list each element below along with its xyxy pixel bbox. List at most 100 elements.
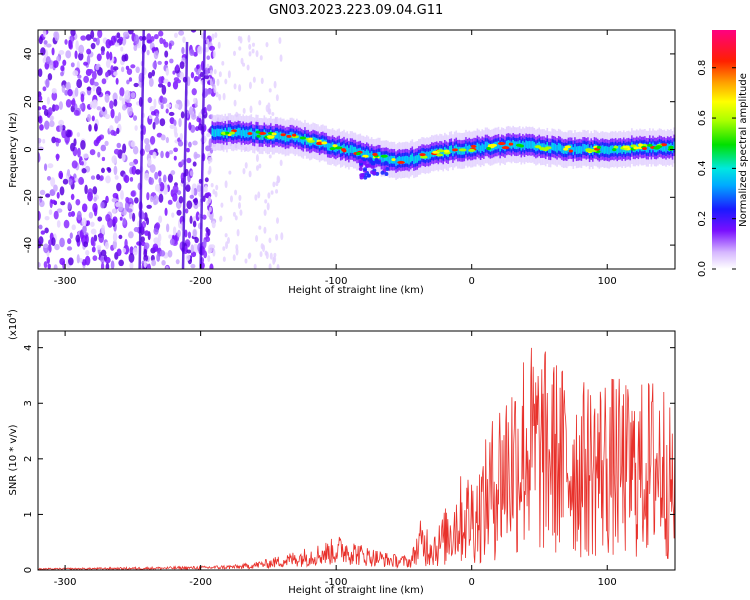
spectrogram-speckle — [68, 211, 72, 217]
snr-y-tick-label: 2 — [23, 456, 34, 462]
spectrogram-speckle — [157, 170, 162, 177]
spectrogram-ridge-core — [380, 154, 383, 163]
spectrogram-speckle — [186, 76, 191, 87]
spectrogram-hotspot — [266, 135, 275, 139]
spectrogram-ridge-core — [569, 144, 571, 152]
spectrogram-ridge-core — [240, 130, 243, 138]
spectrogram-faint-speckle — [233, 83, 237, 90]
spectrogram-speckle — [159, 118, 166, 127]
spectrogram-faint-speckle — [258, 100, 262, 106]
spectrogram-speckle — [51, 136, 57, 144]
spectrogram-speckle — [130, 92, 136, 99]
spectrogram-ridge-core — [278, 132, 280, 141]
spectrogram-speckle — [38, 110, 41, 117]
spectrogram-ridge-core — [559, 143, 562, 152]
spectrogram-speckle — [53, 210, 59, 220]
spectrogram-x-tick-label: 100 — [598, 276, 617, 287]
spectrogram-speckle — [118, 95, 123, 101]
spectrogram-speckle — [120, 189, 124, 200]
spectrogram-speckle — [58, 101, 63, 110]
spectrogram-dip-blob — [374, 159, 379, 164]
spectrogram-speckle — [159, 250, 166, 257]
spectrogram-ridge-core — [328, 143, 331, 151]
spectrogram-ridge-core — [395, 158, 397, 166]
spectrogram-speckle — [76, 254, 80, 264]
spectrogram-speckle — [75, 40, 79, 51]
spectrogram-speckle — [163, 41, 169, 48]
spectrogram-ridge-core — [405, 155, 407, 164]
spectrogram-speckle — [58, 119, 65, 127]
spectrogram-faint-speckle — [224, 233, 228, 238]
snr-ticks: -300 -200 -100 0 100 0 1 2 3 4 — [23, 331, 675, 588]
spectrogram-speckle — [144, 172, 150, 181]
snr-panel: -300 -200 -100 0 100 0 1 2 3 4 Height of straight… — [6, 309, 676, 596]
spectrogram-speckle — [157, 233, 162, 242]
spectrogram-ridge-core — [570, 144, 573, 153]
spectrogram-speckle — [195, 211, 200, 222]
spectrogram-speckle — [192, 243, 199, 254]
spectrogram-dip-blob — [362, 160, 367, 165]
spectrogram-speckle — [133, 44, 138, 51]
spectrogram-speckle — [182, 36, 186, 43]
spectrogram-faint-speckle — [207, 255, 211, 263]
spectrogram-speckle — [132, 145, 139, 155]
spectrogram-faint-speckle — [214, 32, 218, 38]
spectrogram-speckle — [82, 225, 87, 234]
spectrogram-speckle — [191, 88, 197, 96]
spectrogram-speckle — [135, 169, 141, 175]
spectrogram-speckle — [72, 70, 79, 77]
spectrogram-speckle — [168, 111, 175, 117]
spectrogram-faint-speckle — [275, 189, 279, 194]
colorbar-tick-label: 0.2 — [697, 211, 708, 227]
spectrogram-ridge-core — [237, 127, 240, 136]
spectrogram-speckle — [110, 108, 115, 119]
spectrogram-ridge-core — [416, 155, 419, 163]
spectrogram-speckle — [190, 263, 196, 269]
spectrogram-speckle — [121, 97, 126, 106]
spectrogram-ridge-core — [330, 143, 332, 152]
spectrogram-faint-speckle — [248, 51, 252, 57]
spectrogram-faint-speckle — [279, 54, 283, 62]
spectrogram-speckle — [43, 261, 48, 269]
spectrogram-speckle — [127, 106, 133, 117]
spectrogram-speckle — [67, 202, 72, 210]
spectrogram-hotspot — [544, 146, 552, 150]
spectrogram-dip-blob — [367, 173, 372, 178]
spectrogram-x-tick-label: 0 — [469, 276, 475, 287]
spectrogram-speckle — [93, 234, 98, 242]
spectrogram-ridge-core — [583, 143, 586, 152]
spectrogram-speckle — [56, 208, 63, 213]
spectrogram-speckle — [128, 77, 133, 82]
spectrogram-speckle — [121, 152, 126, 162]
spectrogram-ridge-core — [600, 145, 602, 154]
spectrogram-speckle — [56, 138, 61, 144]
spectrogram-speckle — [66, 246, 73, 251]
spectrogram-faint-speckle — [251, 42, 255, 47]
spectrogram-speckle — [39, 189, 46, 196]
spectrogram-hotspot — [380, 154, 388, 158]
spectrogram-speckle — [123, 174, 130, 184]
spectrogram-speckle — [198, 123, 203, 131]
spectrogram-ridge-core — [382, 154, 384, 163]
spectrogram-speckle — [115, 202, 120, 208]
spectrogram-hotspot — [332, 144, 338, 148]
spectrogram-ridge-core — [450, 145, 453, 153]
spectrogram-ridge-core — [411, 153, 414, 162]
spectrogram-speckle — [149, 105, 155, 112]
spectrogram-ridge-core — [533, 142, 536, 150]
spectrogram-faint-speckle — [252, 76, 256, 83]
spectrogram-ridge-core — [587, 144, 589, 152]
spectrogram-faint-speckle — [224, 180, 228, 189]
spectrogram-speckle — [89, 101, 94, 109]
spectrogram-ridge-core — [468, 144, 471, 153]
spectrogram-ridge-core — [245, 129, 248, 138]
spectrogram-ridge-core — [214, 129, 217, 137]
spectrogram-speckle — [42, 138, 46, 144]
spectrogram-ridge-core — [580, 146, 583, 154]
spectrogram-faint-speckle — [268, 154, 272, 159]
spectrogram-y-label: Frequency (Hz) — [8, 112, 19, 188]
spectrogram-ridge-core — [577, 146, 580, 154]
spectrogram-speckle — [104, 93, 110, 103]
spectrogram-faint-speckle — [220, 202, 224, 208]
spectrogram-speckle — [90, 228, 97, 235]
